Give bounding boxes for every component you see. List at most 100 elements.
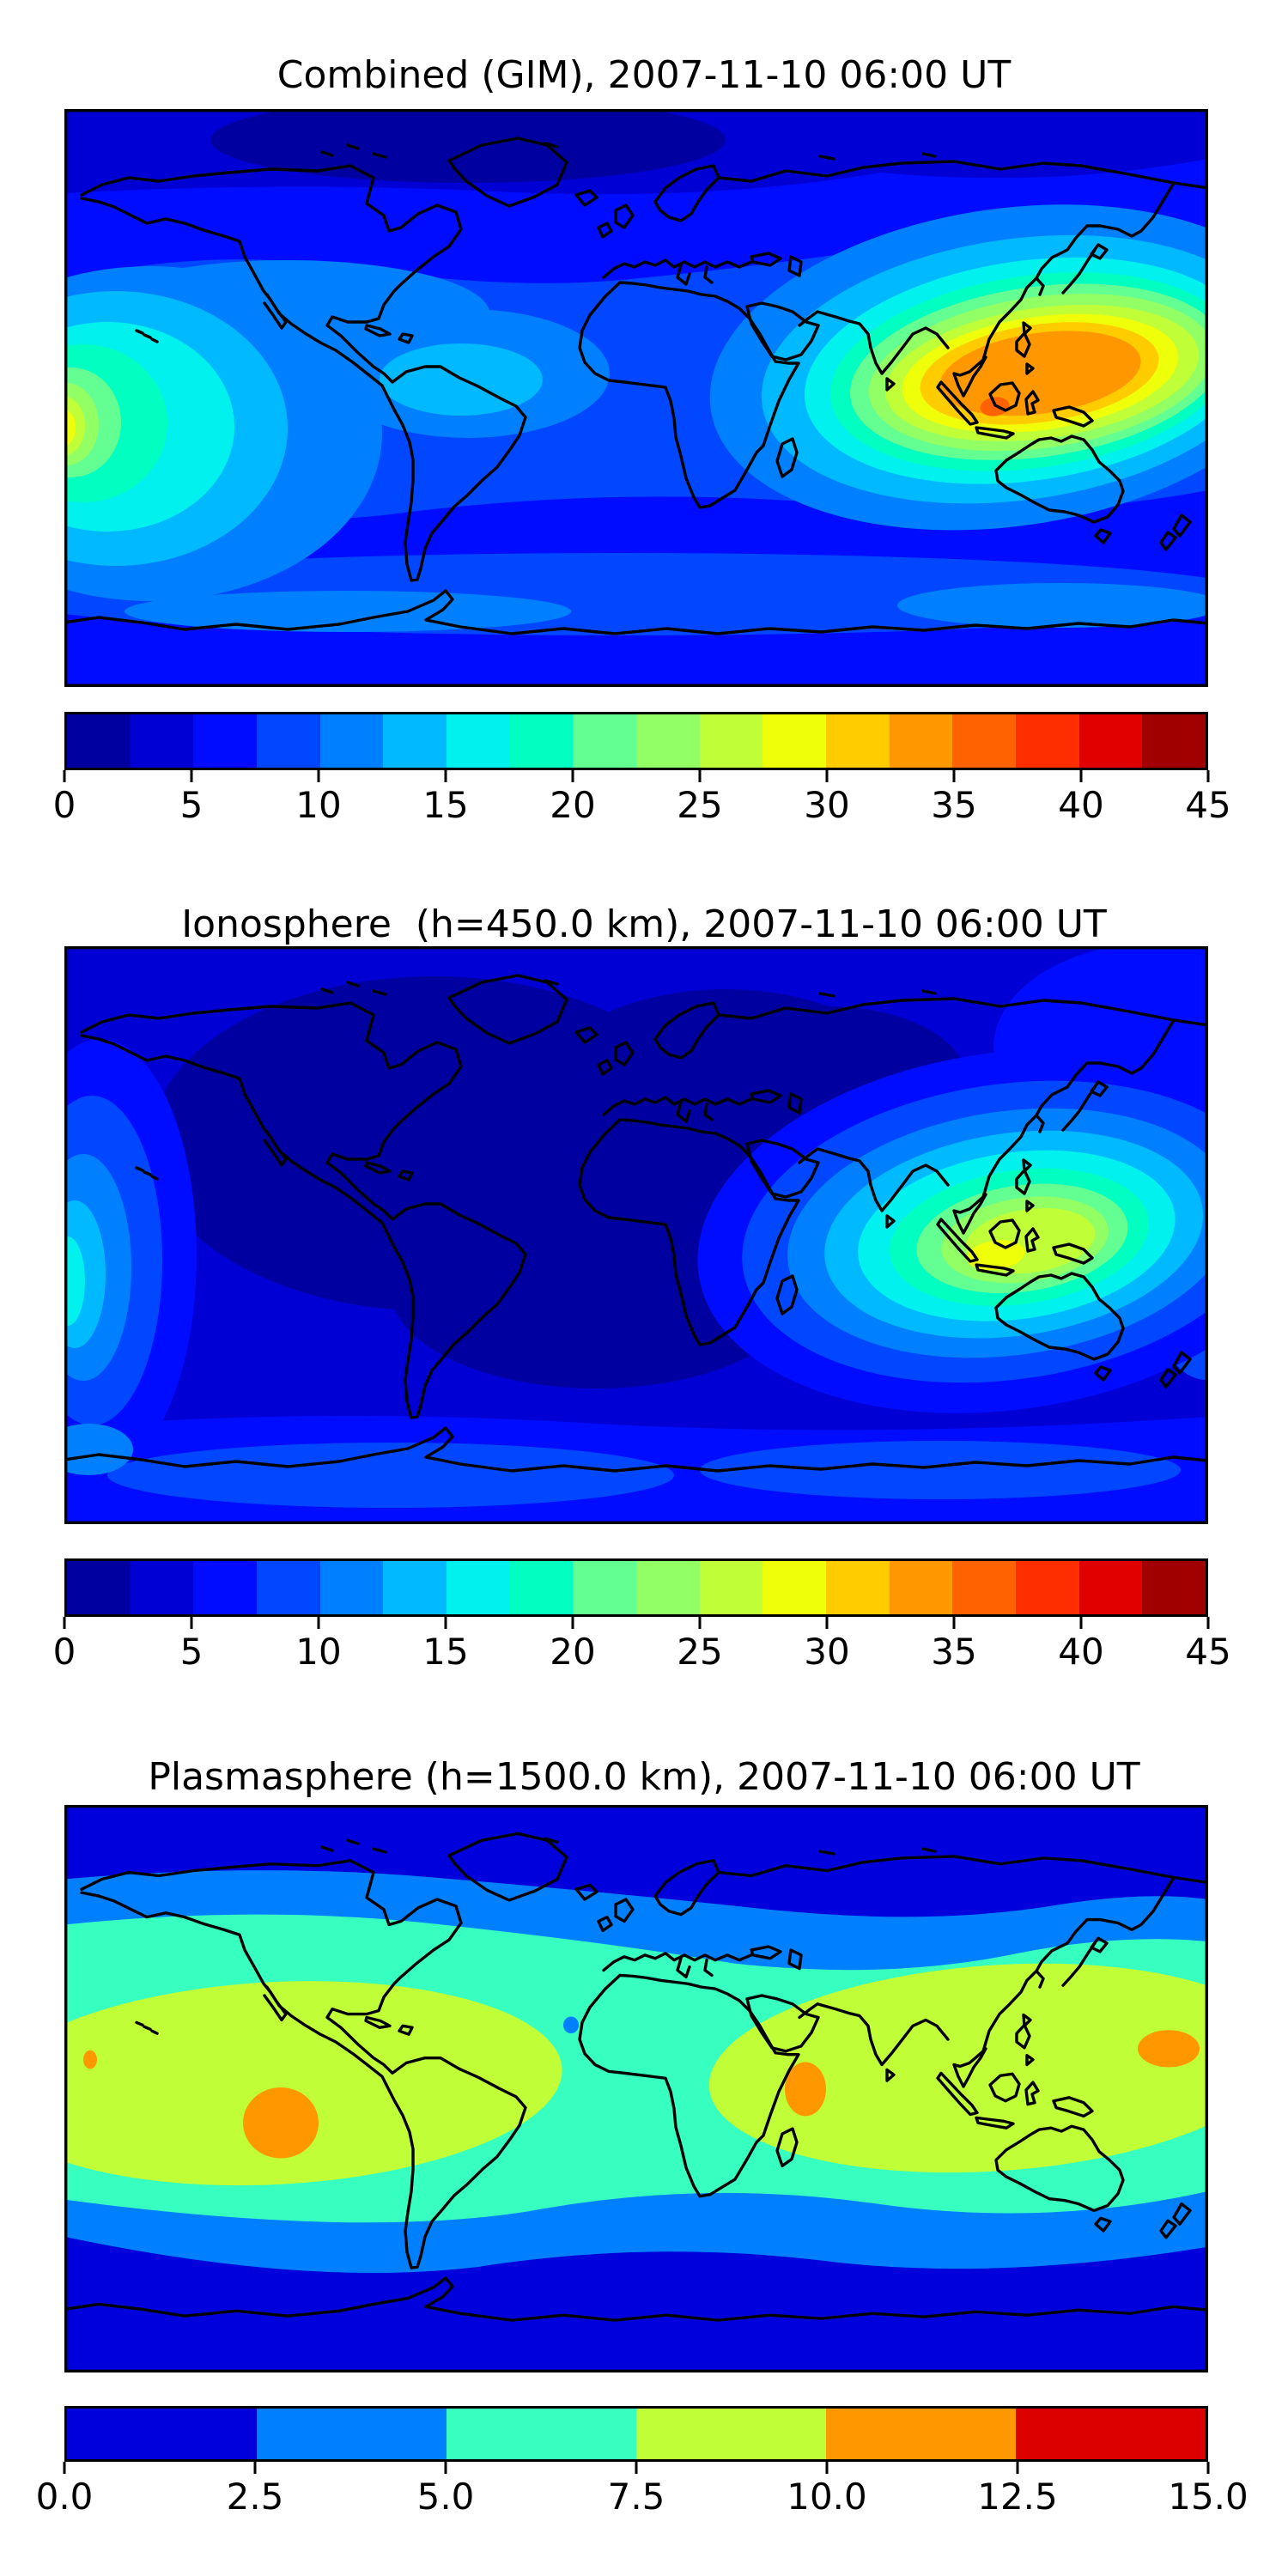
colorbar-segment — [1016, 1561, 1079, 1614]
colorbar-tick — [63, 1617, 66, 1629]
colorbar-ticks — [63, 770, 1210, 782]
colorbar-tick — [317, 770, 320, 782]
colorbar-tick-label: 5 — [179, 784, 204, 826]
map-border — [64, 946, 1208, 1524]
colorbar-tick — [444, 2462, 447, 2474]
colorbar-tick — [952, 770, 956, 782]
map-combined-svg — [64, 109, 1208, 687]
colorbar-tick-label: 45 — [1185, 784, 1231, 826]
colorbar-segment — [193, 1561, 258, 1614]
colorbar-tick-label: 40 — [1058, 784, 1104, 826]
colorbar-segment — [319, 1561, 384, 1614]
colorbar-tick-label: 10.0 — [787, 2476, 867, 2518]
panel-title-plasmasphere: Plasmasphere (h=1500.0 km), 2007-11-10 0… — [148, 1755, 1140, 1799]
colorbar-tick-labels: 0 5 10 15 20 25 30 35 40 45 — [53, 1631, 1231, 1674]
colorbar-segment — [636, 1561, 700, 1614]
map-plasmasphere — [64, 1805, 1208, 2372]
colorbar-tick-label: 40 — [1058, 1631, 1104, 1673]
colorbar-tick — [190, 770, 193, 782]
hotspot-left-edge — [83, 2050, 97, 2069]
contour-fills-combined — [64, 109, 1208, 687]
colorbar-tick — [825, 770, 829, 782]
contour-blob — [64, 1424, 133, 1475]
sea-hotspot-rings — [697, 1048, 1208, 1413]
colorbar-tick-label: 12.5 — [977, 2476, 1058, 2518]
colorbar-tick-label: 7.5 — [607, 2476, 665, 2518]
hotspot-southeast-pacific — [243, 2087, 319, 2159]
colorbar-tick-label: 25 — [677, 784, 723, 826]
colorbar-tick — [63, 2462, 66, 2474]
map-plasmasphere-svg — [64, 1805, 1208, 2372]
colorbar-segment — [699, 1561, 763, 1614]
colorbar-tick-label: 10 — [295, 784, 342, 826]
map-combined-gim — [64, 109, 1208, 687]
colorbar-tick — [444, 1617, 447, 1629]
colorbar-segment — [193, 714, 258, 768]
colorbar-segment — [319, 714, 384, 768]
colorbar-tick — [571, 770, 574, 782]
colorbar-segment — [447, 2409, 636, 2459]
colorbar-segment — [636, 2409, 826, 2459]
colorbar-segment — [257, 1561, 320, 1614]
lobe-americas-pacific — [64, 1981, 562, 2186]
map-border — [64, 109, 1208, 687]
colorbar-segment — [1142, 1561, 1206, 1614]
colorbar-segment — [573, 714, 637, 768]
colorbar-segment — [699, 714, 763, 768]
colorbar-tick-label: 30 — [804, 1631, 850, 1673]
colorbar-tick — [1206, 1617, 1210, 1629]
colorbar-tick — [190, 1617, 193, 1629]
colorbar-plasmasphere: 0.0 2.5 5.0 7.5 10.0 12.5 15.0 — [36, 2406, 1249, 2518]
contour-blob — [210, 109, 726, 183]
colorbar-tick — [1079, 770, 1083, 782]
map-ionosphere — [64, 946, 1208, 1524]
colorbar-tick-label: 15.0 — [1168, 2476, 1249, 2518]
colorbar-tick — [825, 2462, 829, 2474]
hotspot-east-africa — [785, 2062, 826, 2117]
colorbar-ticks — [63, 2462, 1210, 2474]
colorbar-tick-label: 10 — [295, 1631, 342, 1673]
colorbar-tick-label: 35 — [931, 784, 977, 826]
colorbar-tick — [1206, 2462, 1210, 2474]
colorbar-segment — [257, 2409, 447, 2459]
colorbar-segment — [67, 1561, 131, 1614]
colorbar-tick — [571, 1617, 574, 1629]
colorbar-tick-label: 15 — [422, 784, 469, 826]
colorbar-segment — [952, 714, 1017, 768]
colorbar-tick — [1016, 2462, 1019, 2474]
colorbar-segment — [509, 714, 574, 768]
colorbar-tick-label: 35 — [931, 1631, 977, 1673]
colorbar-tick-label: 0 — [52, 1631, 76, 1673]
colorbar-tick — [1206, 770, 1210, 782]
colorbar-segment — [889, 1561, 953, 1614]
colorbar-segment — [1016, 714, 1079, 768]
sea-hotspot-rings — [709, 204, 1208, 531]
colorbar-tick — [317, 1617, 320, 1629]
colorbar-segment — [130, 714, 194, 768]
colorbar-segment — [383, 1561, 447, 1614]
colorbar-tick-label: 5 — [179, 1631, 204, 1673]
colorbar-tick — [63, 770, 66, 782]
colorbar-tick — [698, 1617, 702, 1629]
colorbar-segment — [826, 714, 890, 768]
sea-hotspot-peak — [967, 1240, 1025, 1271]
colorbar-segment — [1078, 714, 1143, 768]
colorbar-segment — [826, 2409, 1016, 2459]
colorbar-ionosphere: 0 5 10 15 20 25 30 35 40 45 — [53, 1558, 1231, 1673]
colorbar-segment — [826, 1561, 890, 1614]
colorbar-segment — [447, 1561, 510, 1614]
colorbar-tick-label: 2.5 — [226, 2476, 284, 2518]
colorbar-segment — [447, 714, 510, 768]
colorbar-segment — [67, 714, 131, 768]
colorbar-tick — [698, 770, 702, 782]
colorbar-gradient — [64, 1558, 1208, 1617]
colorbar-tick — [1079, 1617, 1083, 1629]
colorbar-segment — [636, 714, 700, 768]
colorbar-segment — [509, 1561, 574, 1614]
colorbar-segment — [1016, 2409, 1206, 2459]
colorbar-tick — [444, 770, 447, 782]
colorbar-tick — [253, 2462, 257, 2474]
colorbar-gradient — [64, 2406, 1208, 2462]
panel-title-combined: Combined (GIM), 2007-11-10 06:00 UT — [276, 53, 1012, 97]
colorbar-segment — [67, 2409, 257, 2459]
